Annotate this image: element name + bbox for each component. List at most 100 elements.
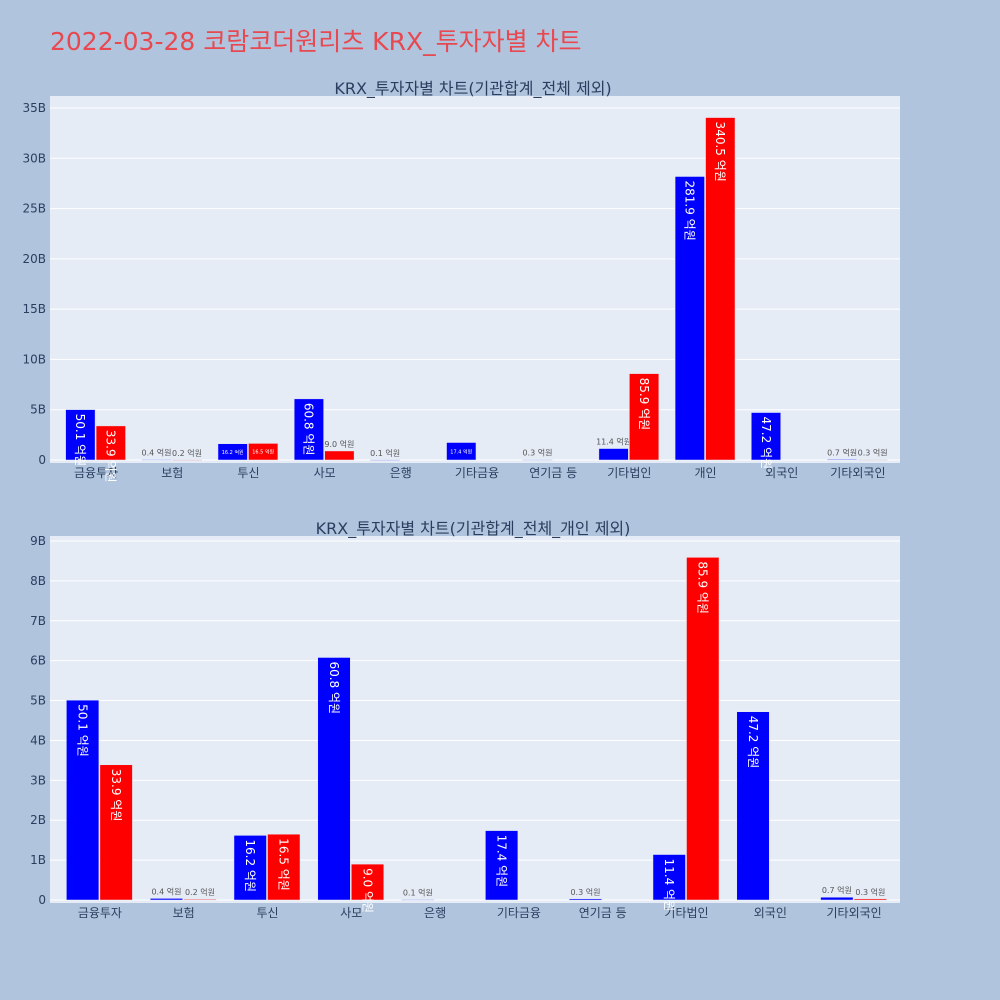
bar-red [183, 898, 217, 901]
x-tick-label: 외국인 [765, 466, 798, 480]
bar-red [351, 863, 385, 901]
bar-blue [233, 835, 267, 901]
data-label: 0.1 억원 [403, 888, 433, 898]
x-tick-label: 보험 [161, 466, 183, 480]
bar-red [248, 443, 279, 461]
y-tick-label: 7B [30, 614, 46, 628]
bar-red [95, 425, 126, 461]
bar-blue [674, 176, 705, 461]
y-tick-label: 3B [30, 773, 46, 787]
data-label: 60.8 억원 [302, 403, 316, 456]
x-tick-label: 사모 [340, 906, 362, 920]
data-label: 0.7 억원 [822, 885, 852, 895]
x-tick-label: 기타금융 [497, 906, 541, 920]
data-label: 50.1 억원 [73, 414, 87, 467]
data-label: 340.5 억원 [713, 122, 727, 182]
x-tick-label: 은행 [390, 465, 412, 480]
bar-blue [141, 459, 172, 461]
bar-red [172, 459, 202, 461]
data-label: 0.3 억원 [855, 887, 885, 897]
chart-title: KRX_투자자별 차트(기관합계_전체 제외) [334, 79, 611, 99]
y-tick-label: 5B [30, 403, 46, 417]
x-tick-label: 연기금 등 [579, 906, 627, 920]
chart-title: KRX_투자자별 차트(기관합계_전체_개인 제외) [316, 519, 631, 539]
y-tick-label: 5B [30, 694, 46, 708]
page-title: 2022-03-28 코람코더원리츠 KRX_투자자별 차트 [50, 27, 582, 56]
chart-all-investors: KRX_투자자별 차트(기관합계_전체 제외) 0 5B 10B 15B 20B 25B 30… [22, 79, 900, 483]
bar-red [705, 117, 736, 461]
data-label: 17.4 억원 [450, 448, 472, 455]
bar-red [99, 764, 133, 901]
plot-area [50, 536, 900, 903]
bar-blue [485, 830, 519, 901]
bar-blue [446, 442, 477, 461]
data-label: 0.3 억원 [570, 887, 600, 897]
data-label: 16.5 억원 [252, 449, 274, 456]
data-label: 17.4 억원 [494, 835, 508, 888]
x-tick-label: 연기금 등 [529, 466, 577, 480]
data-label: 85.9 억원 [696, 561, 710, 614]
bar-red [857, 459, 888, 461]
data-label: 47.2 억원 [746, 716, 760, 769]
data-label: 0.7 억원 [827, 447, 857, 457]
data-label: 9.0 억원 [360, 868, 374, 913]
x-tick-label: 보험 [173, 906, 195, 920]
bar-blue [401, 899, 435, 901]
bar-blue [652, 854, 686, 901]
bar-blue [568, 898, 602, 901]
bar-red [686, 557, 720, 901]
x-tick-label: 개인 [694, 466, 716, 480]
x-tick-label: 금융투자 [78, 906, 122, 920]
x-tick-label: 투신 [237, 466, 259, 480]
bar-blue [751, 412, 781, 461]
data-label: 60.8 억원 [327, 661, 341, 714]
y-tick-label: 1B [30, 853, 46, 867]
y-tick-label: 25B [22, 202, 46, 216]
y-tick-label: 4B [30, 733, 46, 747]
bar-blue [217, 443, 248, 461]
data-label: 33.9 억원 [104, 430, 118, 483]
x-tick-label: 기타금융 [455, 466, 499, 480]
data-label: 0.1 억원 [370, 448, 400, 458]
data-label: 33.9 억원 [109, 769, 123, 822]
data-label: 47.2 억원 [759, 417, 773, 470]
x-tick-label: 사모 [314, 466, 336, 480]
bar-blue [598, 448, 629, 461]
y-tick-label: 2B [30, 813, 46, 827]
data-label: 0.2 억원 [172, 448, 202, 458]
data-label: 85.9 억원 [637, 378, 651, 431]
x-tick-label: 기타법인 [664, 906, 708, 920]
x-tick-label: 외국인 [754, 906, 787, 920]
y-tick-label: 35B [22, 101, 46, 115]
y-tick-label: 15B [22, 302, 46, 316]
data-label: 0.3 억원 [522, 448, 552, 458]
data-label: 281.9 억원 [683, 180, 697, 240]
data-label: 0.3 억원 [858, 448, 888, 458]
data-label: 16.2 억원 [243, 839, 257, 892]
plot-area [50, 96, 900, 463]
y-tick-label: 6B [30, 654, 46, 668]
data-label: 16.2 억원 [222, 449, 244, 456]
bar-blue [820, 896, 854, 901]
bar-blue [522, 459, 553, 461]
data-label: 11.4 억원 [662, 859, 676, 912]
bar-blue [370, 459, 401, 461]
chart-excluding-individual: KRX_투자자별 차트(기관합계_전체_개인 제외) 0 1B 2B 3B 4B 5B 6B 7… [30, 519, 900, 920]
x-tick-label: 기타법인 [607, 466, 651, 480]
bar-blue [736, 711, 770, 901]
y-tick-label: 20B [22, 252, 46, 266]
bar-blue [293, 398, 324, 461]
y-tick-label: 9B [30, 534, 46, 548]
x-tick-label: 은행 [424, 905, 446, 920]
data-label: 9.0 억원 [324, 439, 354, 449]
bar-blue [827, 459, 858, 461]
x-tick-label: 투신 [256, 906, 278, 920]
bar-blue [66, 699, 100, 901]
data-label: 0.4 억원 [142, 448, 172, 458]
x-tick-label: 기타외국인 [826, 906, 881, 920]
bar-red [324, 450, 355, 461]
data-label: 11.4 억원 [596, 437, 631, 447]
y-tick-label: 8B [30, 574, 46, 588]
bar-blue [65, 409, 96, 461]
y-tick-label: 10B [22, 352, 46, 366]
